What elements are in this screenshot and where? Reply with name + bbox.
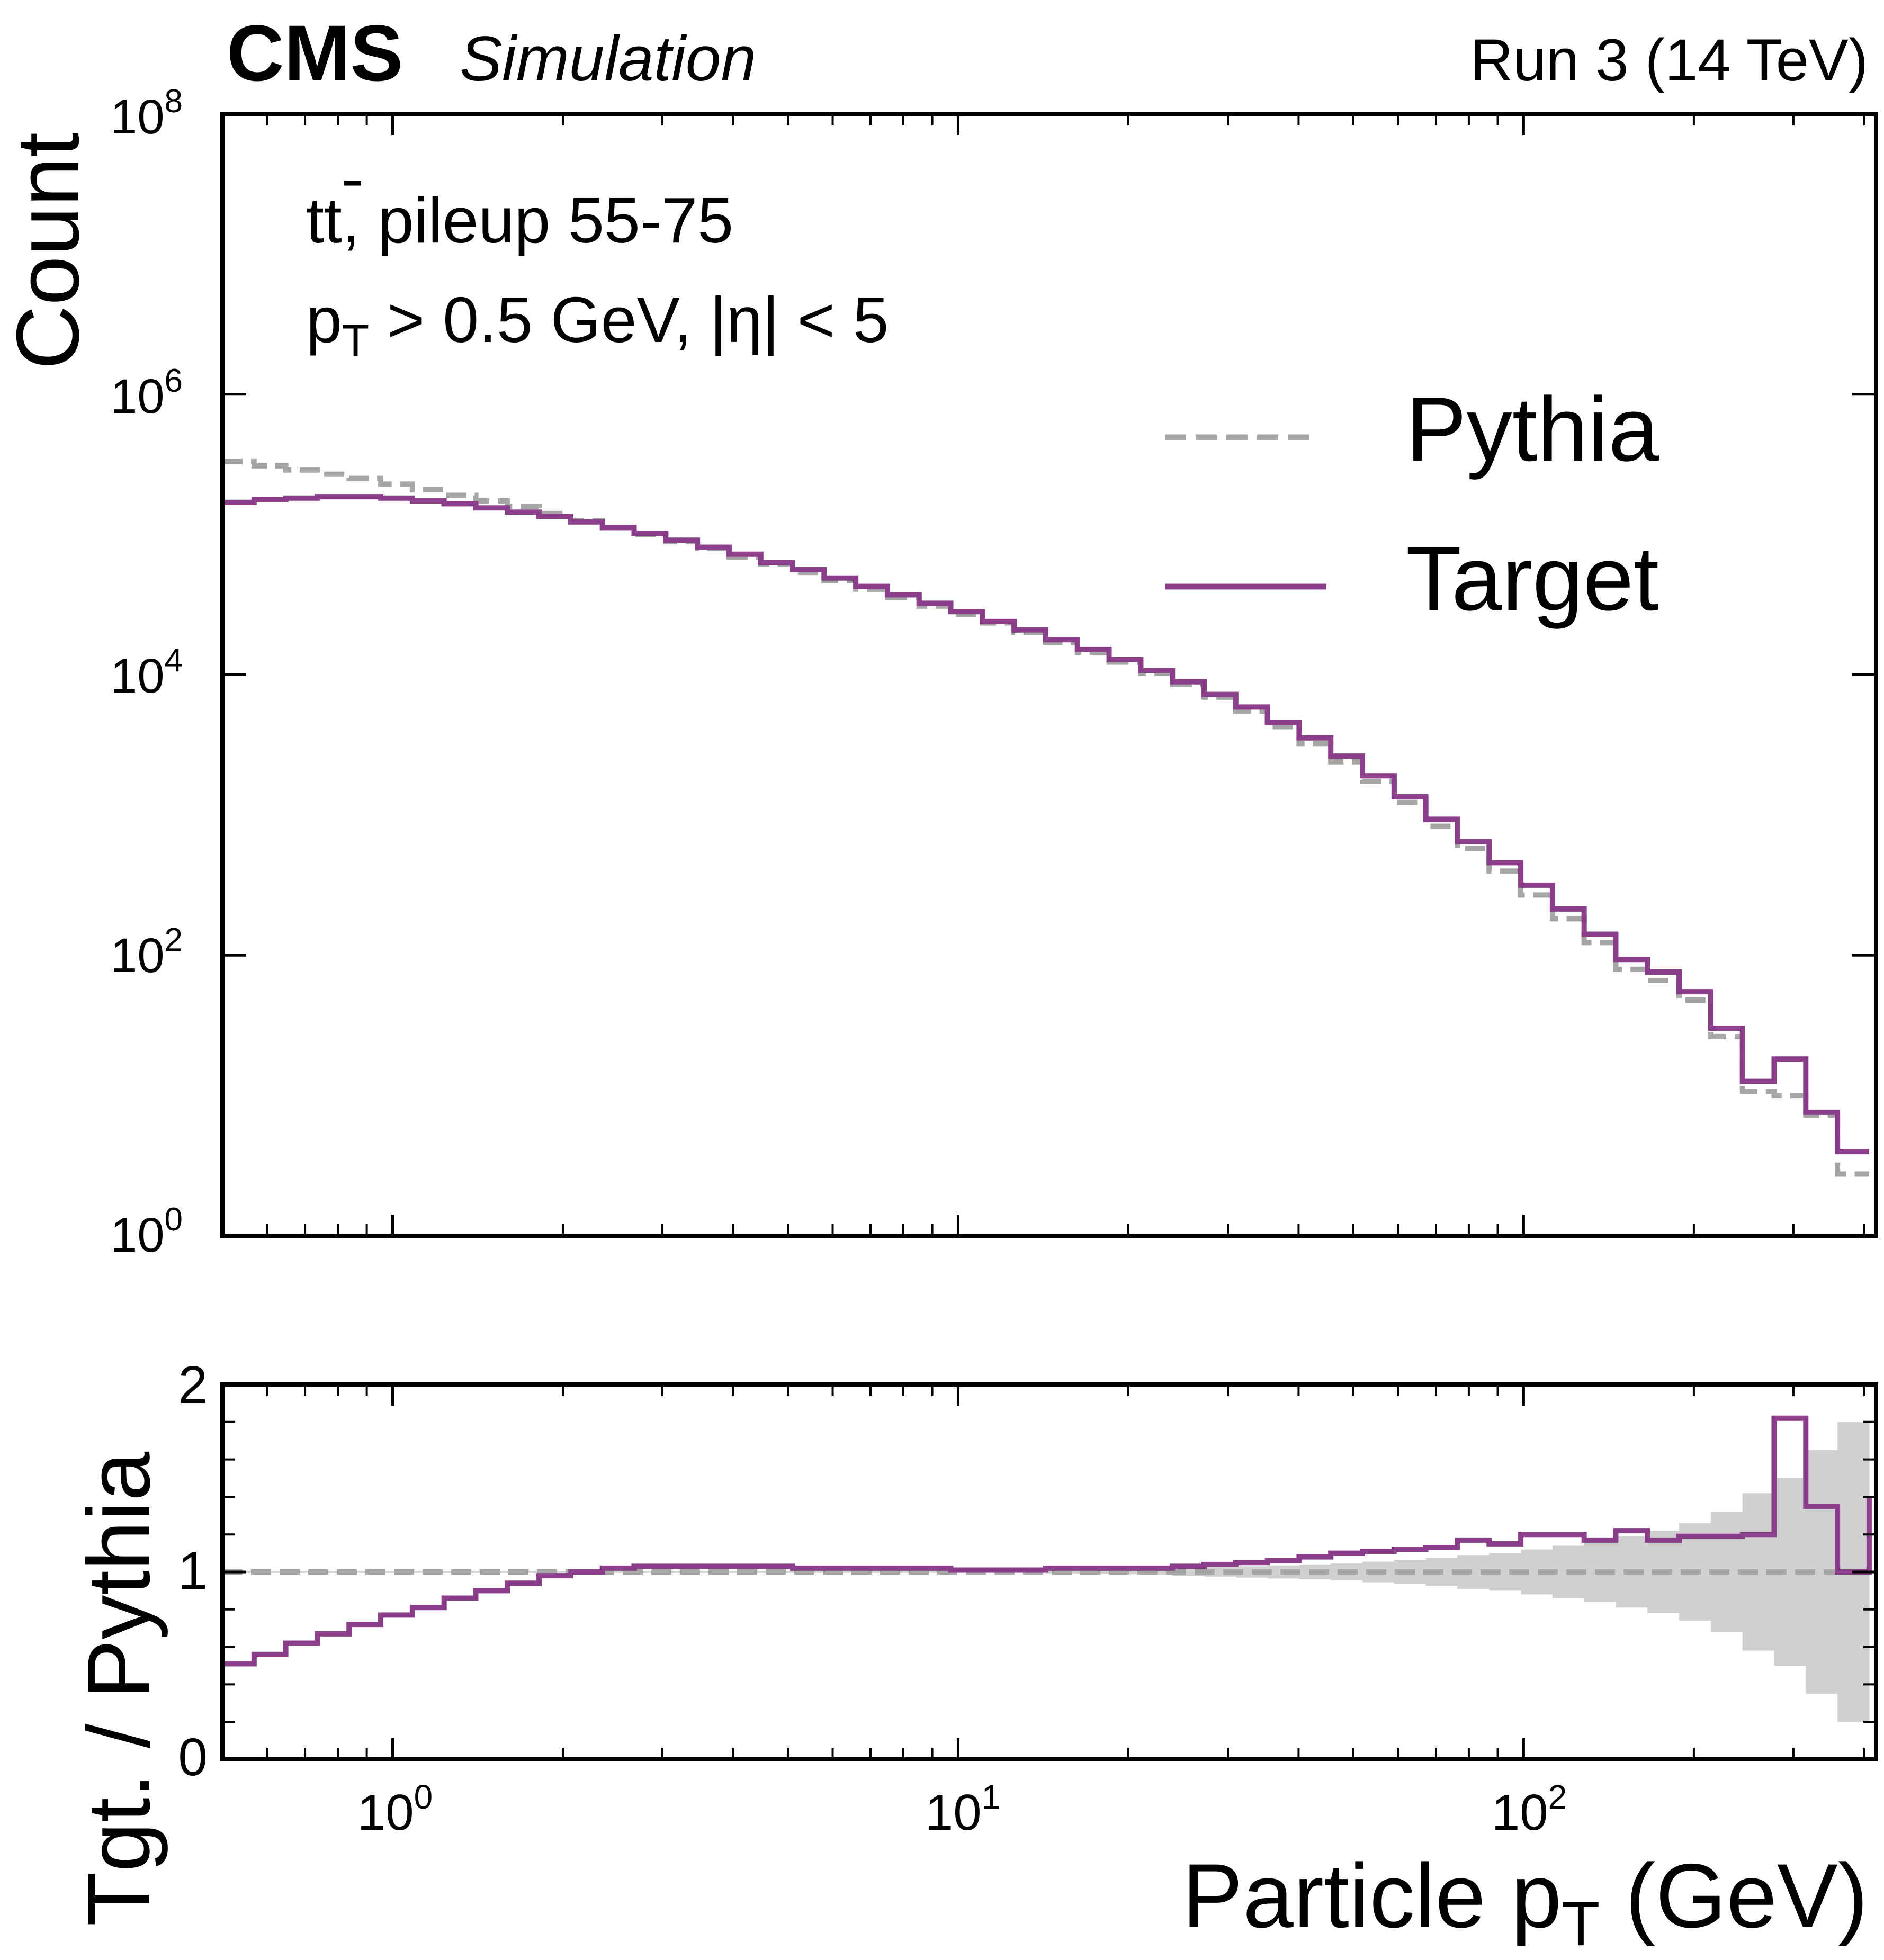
y-tick-label: 102 <box>110 922 183 983</box>
y-tick-label: 108 <box>110 83 183 144</box>
legend: Pythia Target <box>1165 379 1659 630</box>
uncertainty-band-bin <box>602 1571 635 1573</box>
y-tick-label: 106 <box>110 363 183 424</box>
target-histogram-line <box>222 494 1869 1155</box>
pythia-histogram-line <box>222 458 1869 1177</box>
x-axis-label-main: Particle p <box>1182 1845 1562 1947</box>
simulation-label: Simulation <box>460 23 756 94</box>
y-axis-label-count: Count <box>0 132 97 370</box>
process-tbar: t <box>324 184 342 256</box>
ratio-histogram-line <box>222 1415 1872 1667</box>
cms-label: CMS <box>227 8 403 97</box>
legend-pythia-label: Pythia <box>1406 379 1659 480</box>
uncertainty-band-bin <box>285 1571 318 1573</box>
x-tick-label: 101 <box>925 1778 1000 1841</box>
cut-T: T <box>342 316 369 365</box>
y-tick-labels-top: 100 102 104 106 108 <box>110 83 183 1262</box>
cut-annotation: pT > 0.5 GeV, |η| < 5 <box>306 284 889 365</box>
uncertainty-band-bin <box>317 1571 349 1573</box>
y-axis-label-ratio: Tgt. / Pythia <box>69 1451 168 1926</box>
x-tick-labels: 100 101 102 <box>357 1778 1567 1841</box>
x-tick-label: 102 <box>1492 1778 1567 1841</box>
x-axis-label-sub: T <box>1562 1889 1600 1959</box>
x-tick-label: 100 <box>357 1778 433 1841</box>
process-pileup: , pileup 55-75 <box>342 184 733 256</box>
uncertainty-band-bin <box>349 1571 381 1573</box>
y-tick-label: 0 <box>178 1728 208 1787</box>
top-panel-frame <box>220 112 1878 1238</box>
top-series-group <box>222 458 1869 1177</box>
main-plot-panel <box>220 112 1878 1238</box>
uncertainty-band-bin <box>919 1571 952 1573</box>
cut-rest: > 0.5 GeV, |η| < 5 <box>369 284 889 356</box>
x-axis-label: Particle pT (GeV) <box>1182 1845 1868 1959</box>
y-tick-label: 100 <box>110 1201 183 1262</box>
y-tick-label: 1 <box>178 1541 208 1601</box>
uncertainty-band-bin <box>856 1571 888 1573</box>
process-t: t <box>306 184 324 256</box>
cut-p: p <box>306 284 342 356</box>
run-info-label: Run 3 (14 TeV) <box>1470 27 1868 93</box>
y-tick-label: 104 <box>110 642 183 703</box>
uncertainty-band-bin <box>634 1571 666 1573</box>
ratio-plot-panel <box>220 1382 1878 1761</box>
ratio-series-group <box>222 1415 1876 1722</box>
x-axis-label-unit: (GeV) <box>1600 1845 1868 1947</box>
y-tick-labels-bottom: 0 1 2 <box>178 1355 208 1787</box>
process-annotation: tt, pileup 55-75 <box>306 184 733 256</box>
y-tick-label: 2 <box>178 1355 208 1415</box>
legend-target-label: Target <box>1406 528 1659 630</box>
uncertainty-band-bin <box>887 1571 920 1573</box>
